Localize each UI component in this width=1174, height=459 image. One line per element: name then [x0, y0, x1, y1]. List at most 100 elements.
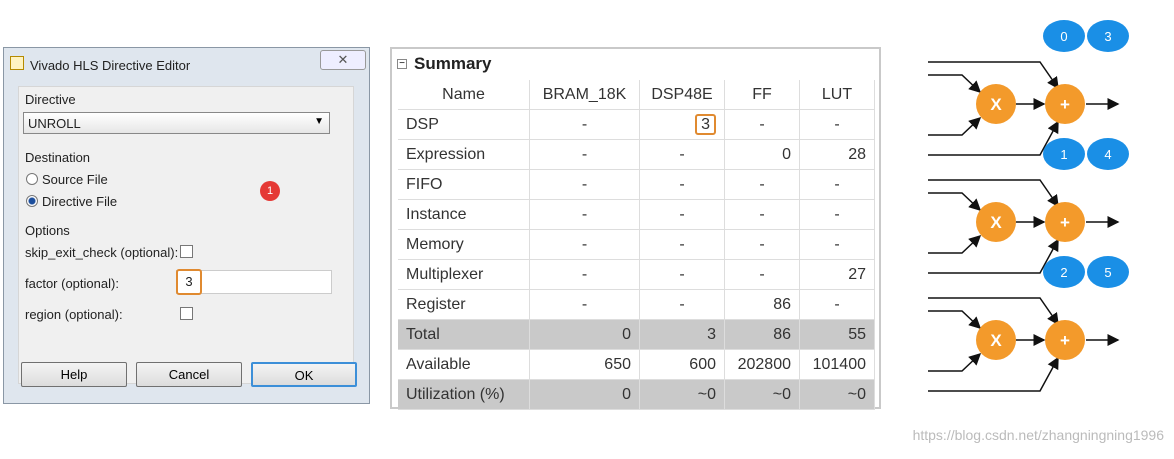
table-cell: DSP48E — [640, 80, 725, 110]
help-button[interactable]: Help — [21, 362, 127, 387]
table-cell: - — [530, 290, 640, 320]
wire — [928, 120, 1059, 156]
table-cell: - — [530, 200, 640, 230]
adder-label: + — [1060, 331, 1070, 350]
adder-node — [1045, 202, 1085, 242]
table-cell: Memory — [398, 230, 530, 260]
summary-panel: − Summary 2 NameBRAM_18KDSP48EFFLUTDSP-3… — [390, 47, 881, 410]
table-cell: 3 — [640, 110, 725, 140]
multiplier-label: X — [990, 95, 1002, 114]
table-cell: Expression — [398, 140, 530, 170]
table-cell: - — [640, 230, 725, 260]
table-cell: 0 — [530, 380, 640, 410]
table-cell: - — [530, 260, 640, 290]
wire — [928, 192, 982, 212]
field-label: region (optional): — [25, 307, 123, 322]
index-label: 3 — [1104, 29, 1111, 44]
table-cell: - — [725, 170, 800, 200]
radio[interactable] — [26, 173, 38, 185]
radio-label: Source File — [42, 172, 108, 187]
table-cell: ~0 — [640, 380, 725, 410]
table-cell: Total — [398, 320, 530, 350]
table-cell: 86 — [725, 320, 800, 350]
table-cell: - — [800, 110, 875, 140]
table-cell: 600 — [640, 350, 725, 380]
table-cell: - — [800, 290, 875, 320]
table-cell: 650 — [530, 350, 640, 380]
select-value: UNROLL — [28, 116, 81, 131]
table-cell: - — [530, 170, 640, 200]
field-label: skip_exit_check (optional): — [25, 245, 179, 260]
adder-node — [1045, 320, 1085, 360]
adder-node — [1045, 84, 1085, 124]
watermark: https://blog.csdn.net/zhangningning1996 — [913, 427, 1165, 443]
multiplier-node — [976, 320, 1016, 360]
app-icon — [10, 56, 24, 70]
wire — [928, 238, 1059, 274]
checkbox[interactable] — [180, 245, 193, 258]
wire — [928, 234, 982, 254]
table-cell: - — [800, 230, 875, 260]
directive-dialog: Vivado HLS Directive Editor ✕ Directive … — [3, 47, 370, 404]
table-cell: Utilization (%) — [398, 380, 530, 410]
multiplier-label: X — [990, 213, 1002, 232]
table-cell: ~0 — [800, 380, 875, 410]
table-cell: LUT — [800, 80, 875, 110]
wire — [928, 297, 1059, 326]
table-cell: BRAM_18K — [530, 80, 640, 110]
index-badge — [1087, 138, 1129, 170]
field-label: factor (optional): — [25, 276, 119, 291]
table-cell: - — [800, 200, 875, 230]
index-badge — [1087, 20, 1129, 52]
index-badge — [1043, 138, 1085, 170]
table-cell: 3 — [640, 320, 725, 350]
wire — [928, 116, 982, 136]
table-cell: - — [725, 230, 800, 260]
ok-button[interactable]: OK — [251, 362, 357, 387]
adder-label: + — [1060, 213, 1070, 232]
table-cell: Available — [398, 350, 530, 380]
index-badge — [1043, 20, 1085, 52]
table-cell: - — [640, 260, 725, 290]
collapse-icon[interactable]: − — [397, 59, 407, 69]
index-label: 1 — [1060, 147, 1067, 162]
table-cell: 0 — [530, 320, 640, 350]
wire — [928, 356, 1059, 392]
dialog-body — [18, 86, 354, 384]
table-cell: Name — [398, 80, 530, 110]
wire — [928, 352, 982, 372]
wire — [928, 179, 1059, 208]
table-cell: - — [725, 110, 800, 140]
index-label: 5 — [1104, 265, 1111, 280]
table-cell: 27 — [800, 260, 875, 290]
table-cell: 101400 — [800, 350, 875, 380]
index-label: 2 — [1060, 265, 1067, 280]
directive-select[interactable]: UNROLL ▼ — [23, 112, 330, 134]
table-cell: - — [640, 200, 725, 230]
close-button[interactable]: ✕ — [320, 50, 366, 70]
index-badge — [1043, 256, 1085, 288]
wire — [928, 310, 982, 330]
text-input[interactable] — [176, 270, 332, 294]
multiplier-label: X — [990, 331, 1002, 350]
radio[interactable] — [26, 195, 38, 207]
table-cell: FIFO — [398, 170, 530, 200]
table-cell: 0 — [725, 140, 800, 170]
table-cell: 86 — [725, 290, 800, 320]
table-cell: Multiplexer — [398, 260, 530, 290]
input-value: 3 — [176, 269, 202, 295]
table-cell: - — [530, 140, 640, 170]
table-cell: Instance — [398, 200, 530, 230]
index-label: 4 — [1104, 147, 1111, 162]
checkbox[interactable] — [180, 307, 193, 320]
multiplier-node — [976, 84, 1016, 124]
table-cell: - — [640, 140, 725, 170]
group-label: Destination — [25, 150, 91, 165]
cancel-button[interactable]: Cancel — [136, 362, 242, 387]
dropdown-arrow: ▼ — [314, 116, 324, 127]
table-cell: 28 — [800, 140, 875, 170]
table-cell: 202800 — [725, 350, 800, 380]
dialog-title: Vivado HLS Directive Editor — [30, 58, 191, 73]
